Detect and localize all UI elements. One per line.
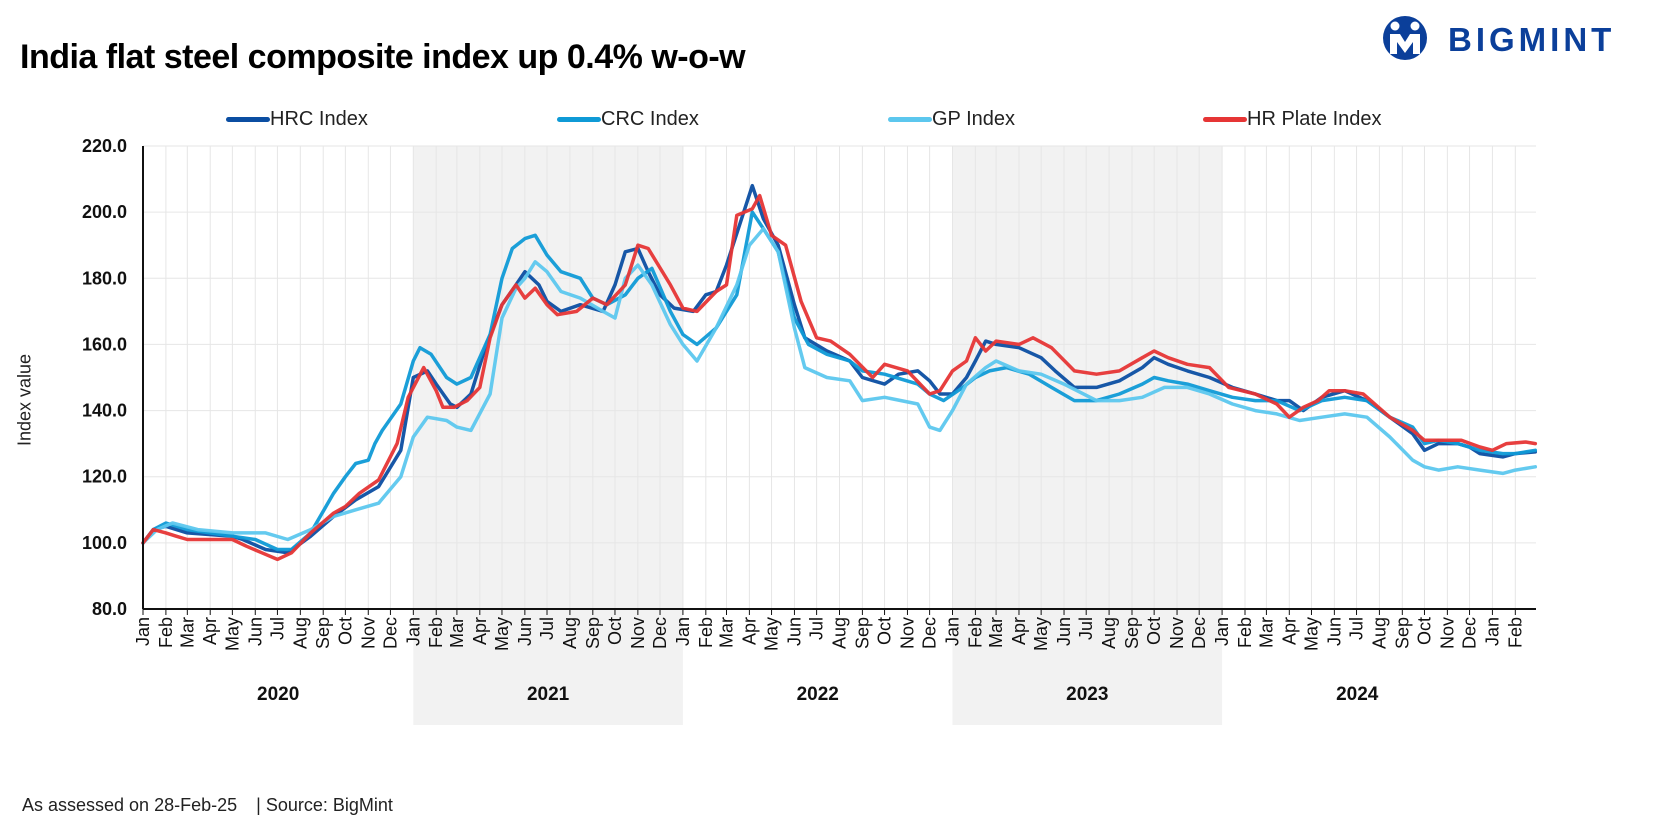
x-tick-label: Feb: [696, 617, 716, 648]
x-tick-label: Aug: [1099, 617, 1119, 649]
legend-label-gp: GP Index: [932, 108, 1016, 130]
x-tick-label: Mar: [986, 617, 1006, 648]
x-tick-label: Jun: [515, 617, 535, 646]
series-line-hr-plate-index: [141, 193, 1538, 562]
x-tick-label: Dec: [1460, 617, 1480, 649]
source-note: | Source: BigMint: [256, 795, 393, 815]
x-tick-label: Nov: [358, 617, 378, 649]
series-line-gp-index: [141, 226, 1538, 545]
x-tick-label: Sep: [583, 617, 603, 649]
legend-item-gp: GP Index: [888, 108, 1015, 131]
x-tick-label: Apr: [1009, 617, 1029, 645]
x-tick-label: Nov: [897, 617, 917, 649]
x-tick-label: Oct: [875, 617, 895, 645]
legend-item-crc: CRC Index: [557, 108, 699, 131]
x-tick-label: Nov: [1167, 617, 1187, 649]
x-tick-label: Apr: [470, 617, 490, 645]
x-tick-label: Oct: [605, 617, 625, 645]
x-tick-label: Apr: [1279, 617, 1299, 645]
assessed-date: As assessed on 28-Feb-25: [22, 795, 238, 815]
y-tick-label: 140.0: [82, 401, 127, 421]
x-tick-label: Jan: [133, 617, 153, 646]
year-label: 2023: [1066, 684, 1108, 705]
x-tick-label: Feb: [1235, 617, 1255, 648]
x-tick-label: Jun: [1324, 617, 1344, 646]
y-tick-label: 200.0: [82, 202, 127, 222]
year-label: 2024: [1336, 684, 1379, 705]
legend-swatch-hr-plate: [1203, 117, 1247, 122]
x-tick-label: May: [1031, 617, 1051, 651]
x-tick-label: Nov: [1437, 617, 1457, 649]
x-tick-label: Mar: [1256, 617, 1276, 648]
legend-label-crc: CRC Index: [601, 108, 699, 130]
x-tick-label: Feb: [156, 617, 176, 648]
x-tick-label: Jan: [403, 617, 423, 646]
legend-label-hrc: HRC Index: [270, 108, 368, 130]
x-tick-label: Mar: [447, 617, 467, 648]
x-tick-label: Apr: [200, 617, 220, 645]
brand-logo: BIGMINT: [1382, 12, 1652, 64]
y-tick-label: 100.0: [82, 533, 127, 553]
x-tick-label: Jan: [673, 617, 693, 646]
x-tick-label: Aug: [560, 617, 580, 649]
x-tick-label: Jun: [1054, 617, 1074, 646]
legend-swatch-crc: [557, 117, 601, 122]
legend-swatch-hrc: [226, 117, 270, 122]
legend-item-hr-plate: HR Plate Index: [1203, 108, 1382, 131]
x-tick-label: Jul: [1076, 617, 1096, 640]
x-tick-label: Aug: [1369, 617, 1389, 649]
x-tick-label: Jun: [245, 617, 265, 646]
x-tick-label: Dec: [1189, 617, 1209, 649]
x-tick-label: Oct: [1144, 617, 1164, 645]
x-tick-label: Sep: [313, 617, 333, 649]
x-tick-label: Jun: [784, 617, 804, 646]
x-tick-label: Feb: [426, 617, 446, 648]
y-tick-label: 220.0: [82, 136, 127, 156]
x-tick-label: Dec: [650, 617, 670, 649]
legend-label-hr-plate: HR Plate Index: [1247, 108, 1382, 130]
x-tick-label: Dec: [920, 617, 940, 649]
x-tick-label: Jul: [267, 617, 287, 640]
legend-item-hrc: HRC Index: [226, 108, 368, 131]
x-tick-label: Sep: [852, 617, 872, 649]
x-tick-label: May: [492, 617, 512, 651]
x-tick-label: Dec: [380, 617, 400, 649]
x-tick-label: Aug: [830, 617, 850, 649]
x-tick-label: Sep: [1392, 617, 1412, 649]
legend: HRC Index CRC Index GP Index HR Plate In…: [0, 108, 1657, 138]
x-tick-label: Feb: [965, 617, 985, 648]
x-tick-label: Feb: [1505, 617, 1525, 648]
x-tick-label: Mar: [177, 617, 197, 648]
x-tick-label: May: [762, 617, 782, 651]
x-tick-label: Nov: [628, 617, 648, 649]
x-tick-label: May: [1301, 617, 1321, 651]
chart-title: India flat steel composite index up 0.4%…: [20, 38, 746, 76]
x-tick-label: Jan: [1482, 617, 1502, 646]
x-tick-label: Jan: [1212, 617, 1232, 646]
x-tick-label: Jul: [1347, 617, 1367, 640]
y-tick-label: 180.0: [82, 268, 127, 288]
x-tick-label: May: [222, 617, 242, 651]
footer: As assessed on 28-Feb-25 | Source: BigMi…: [22, 795, 393, 816]
x-tick-label: Sep: [1122, 617, 1142, 649]
year-label: 2022: [797, 684, 839, 705]
x-tick-label: Oct: [335, 617, 355, 645]
y-tick-label: 160.0: [82, 334, 127, 354]
x-tick-label: Oct: [1414, 617, 1434, 645]
bigmint-logo-icon: [1383, 16, 1427, 60]
y-tick-label: 120.0: [82, 467, 127, 487]
y-tick-label: 80.0: [92, 599, 127, 619]
x-tick-label: Jan: [943, 617, 963, 646]
x-tick-label: Jul: [807, 617, 827, 640]
year-label: 2020: [257, 684, 299, 705]
brand-name: BIGMINT: [1448, 21, 1616, 58]
x-tick-label: Aug: [290, 617, 310, 649]
year-label: 2021: [527, 684, 570, 705]
legend-swatch-gp: [888, 117, 932, 122]
line-chart: 220.0 200.0 180.0 160.0 140.0 120.0 100.0 80.0 J…: [82, 136, 1538, 725]
x-tick-label: Mar: [716, 617, 736, 648]
series-line-hrc-index: [141, 183, 1538, 555]
x-tick-label: Apr: [739, 617, 759, 645]
x-tick-label: Jul: [537, 617, 557, 640]
